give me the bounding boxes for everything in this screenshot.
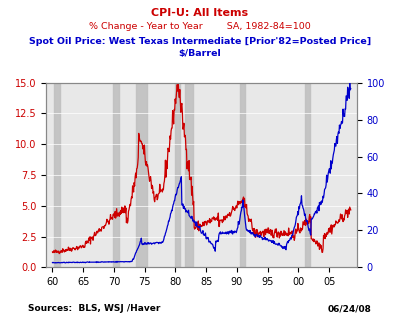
Bar	[305, 83, 310, 267]
Bar	[136, 83, 146, 267]
Text: Spot Oil Price: West Texas Intermediate [Prior'82=Posted Price]: Spot Oil Price: West Texas Intermediate …	[29, 37, 371, 45]
Text: $/Barrel: $/Barrel	[179, 49, 221, 58]
Bar	[113, 83, 119, 267]
Bar	[54, 83, 60, 267]
Bar	[240, 83, 245, 267]
Text: Sources:  BLS, WSJ /Haver: Sources: BLS, WSJ /Haver	[28, 304, 160, 313]
Text: % Change - Year to Year        SA, 1982-84=100: % Change - Year to Year SA, 1982-84=100	[89, 22, 311, 31]
Bar	[176, 83, 180, 267]
Text: CPI-U: All Items: CPI-U: All Items	[152, 8, 248, 18]
Text: 06/24/08: 06/24/08	[328, 304, 372, 313]
Bar	[185, 83, 193, 267]
